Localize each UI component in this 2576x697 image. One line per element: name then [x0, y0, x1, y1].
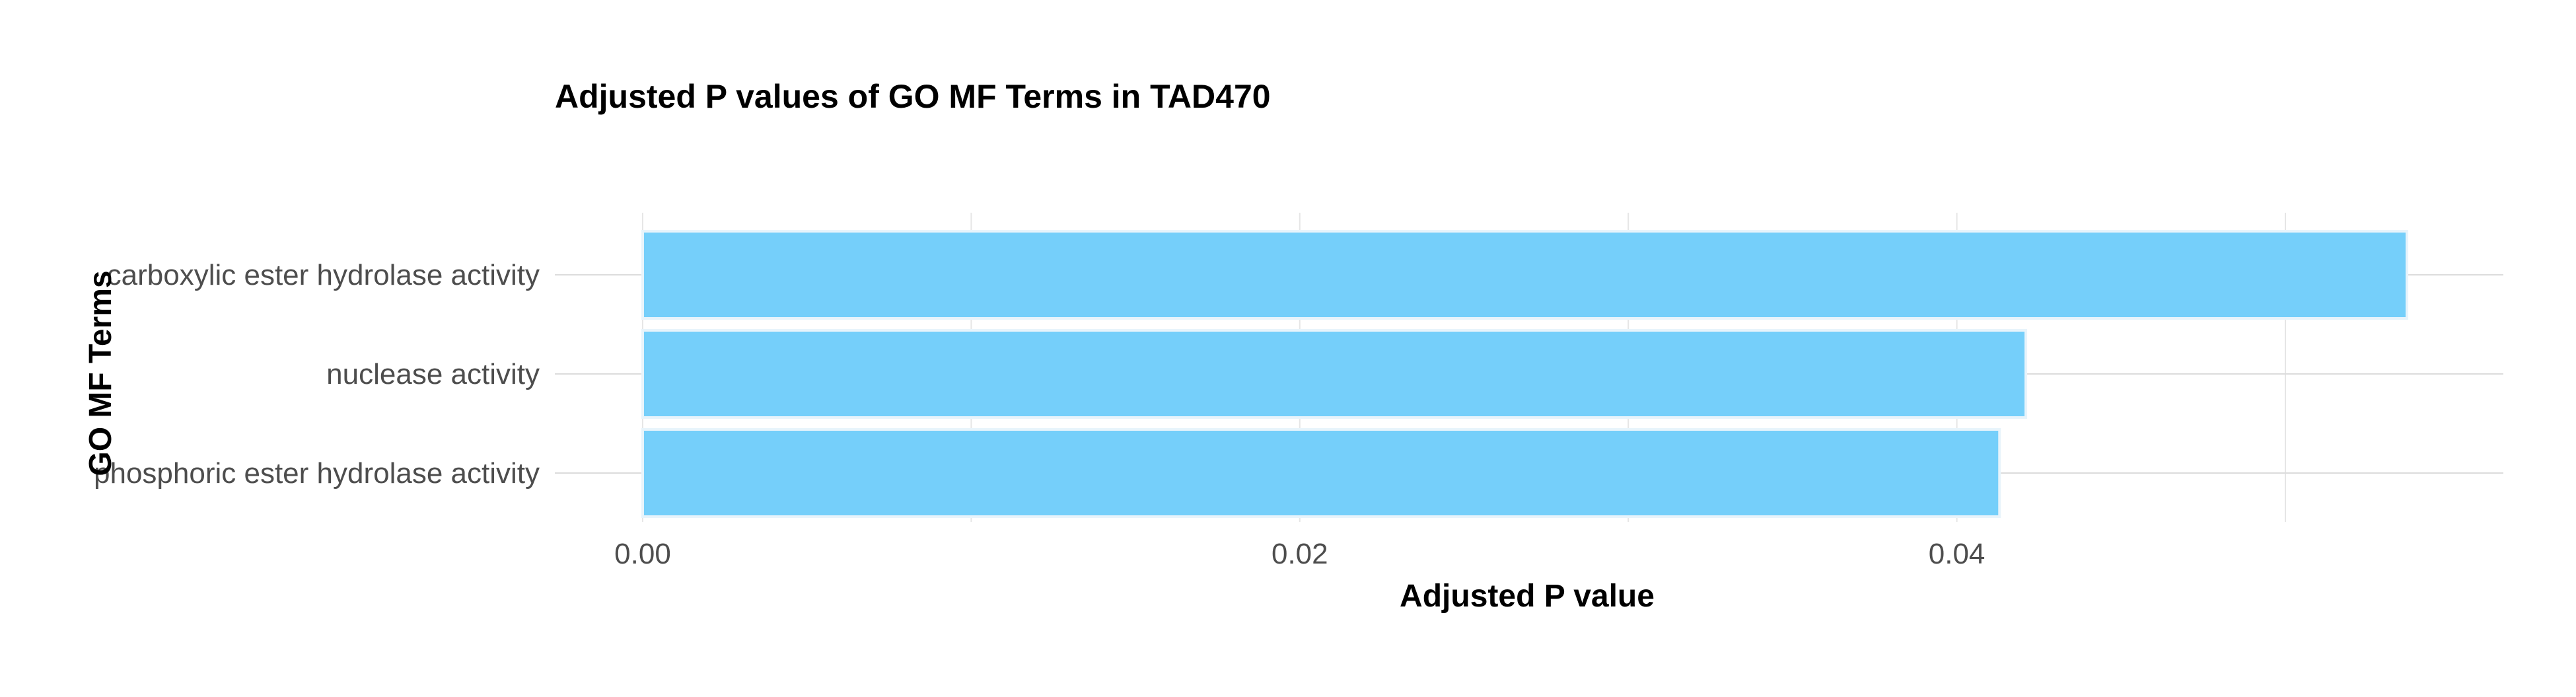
x-tick-labels: 0.00 0.02 0.04 — [614, 538, 1985, 570]
bar — [641, 329, 2028, 419]
x-tick-label: 0.02 — [1271, 538, 1328, 570]
x-axis-title: Adjusted P value — [1400, 579, 1655, 614]
category-label: carboxylic ester hydrolase activity — [107, 259, 540, 291]
bar — [641, 428, 2001, 518]
bars — [641, 230, 2409, 518]
x-tick-label: 0.00 — [614, 538, 671, 570]
chart-title: Adjusted P values of GO MF Terms in TAD4… — [555, 78, 1271, 115]
category-label: nuclease activity — [326, 358, 540, 390]
x-tick-label: 0.04 — [1929, 538, 1986, 570]
category-label: phosphoric ester hydrolase activity — [94, 457, 540, 490]
bar — [641, 230, 2409, 320]
y-axis-title: GO MF Terms — [83, 270, 118, 476]
category-labels: carboxylic ester hydrolase activity nucle… — [94, 259, 540, 490]
